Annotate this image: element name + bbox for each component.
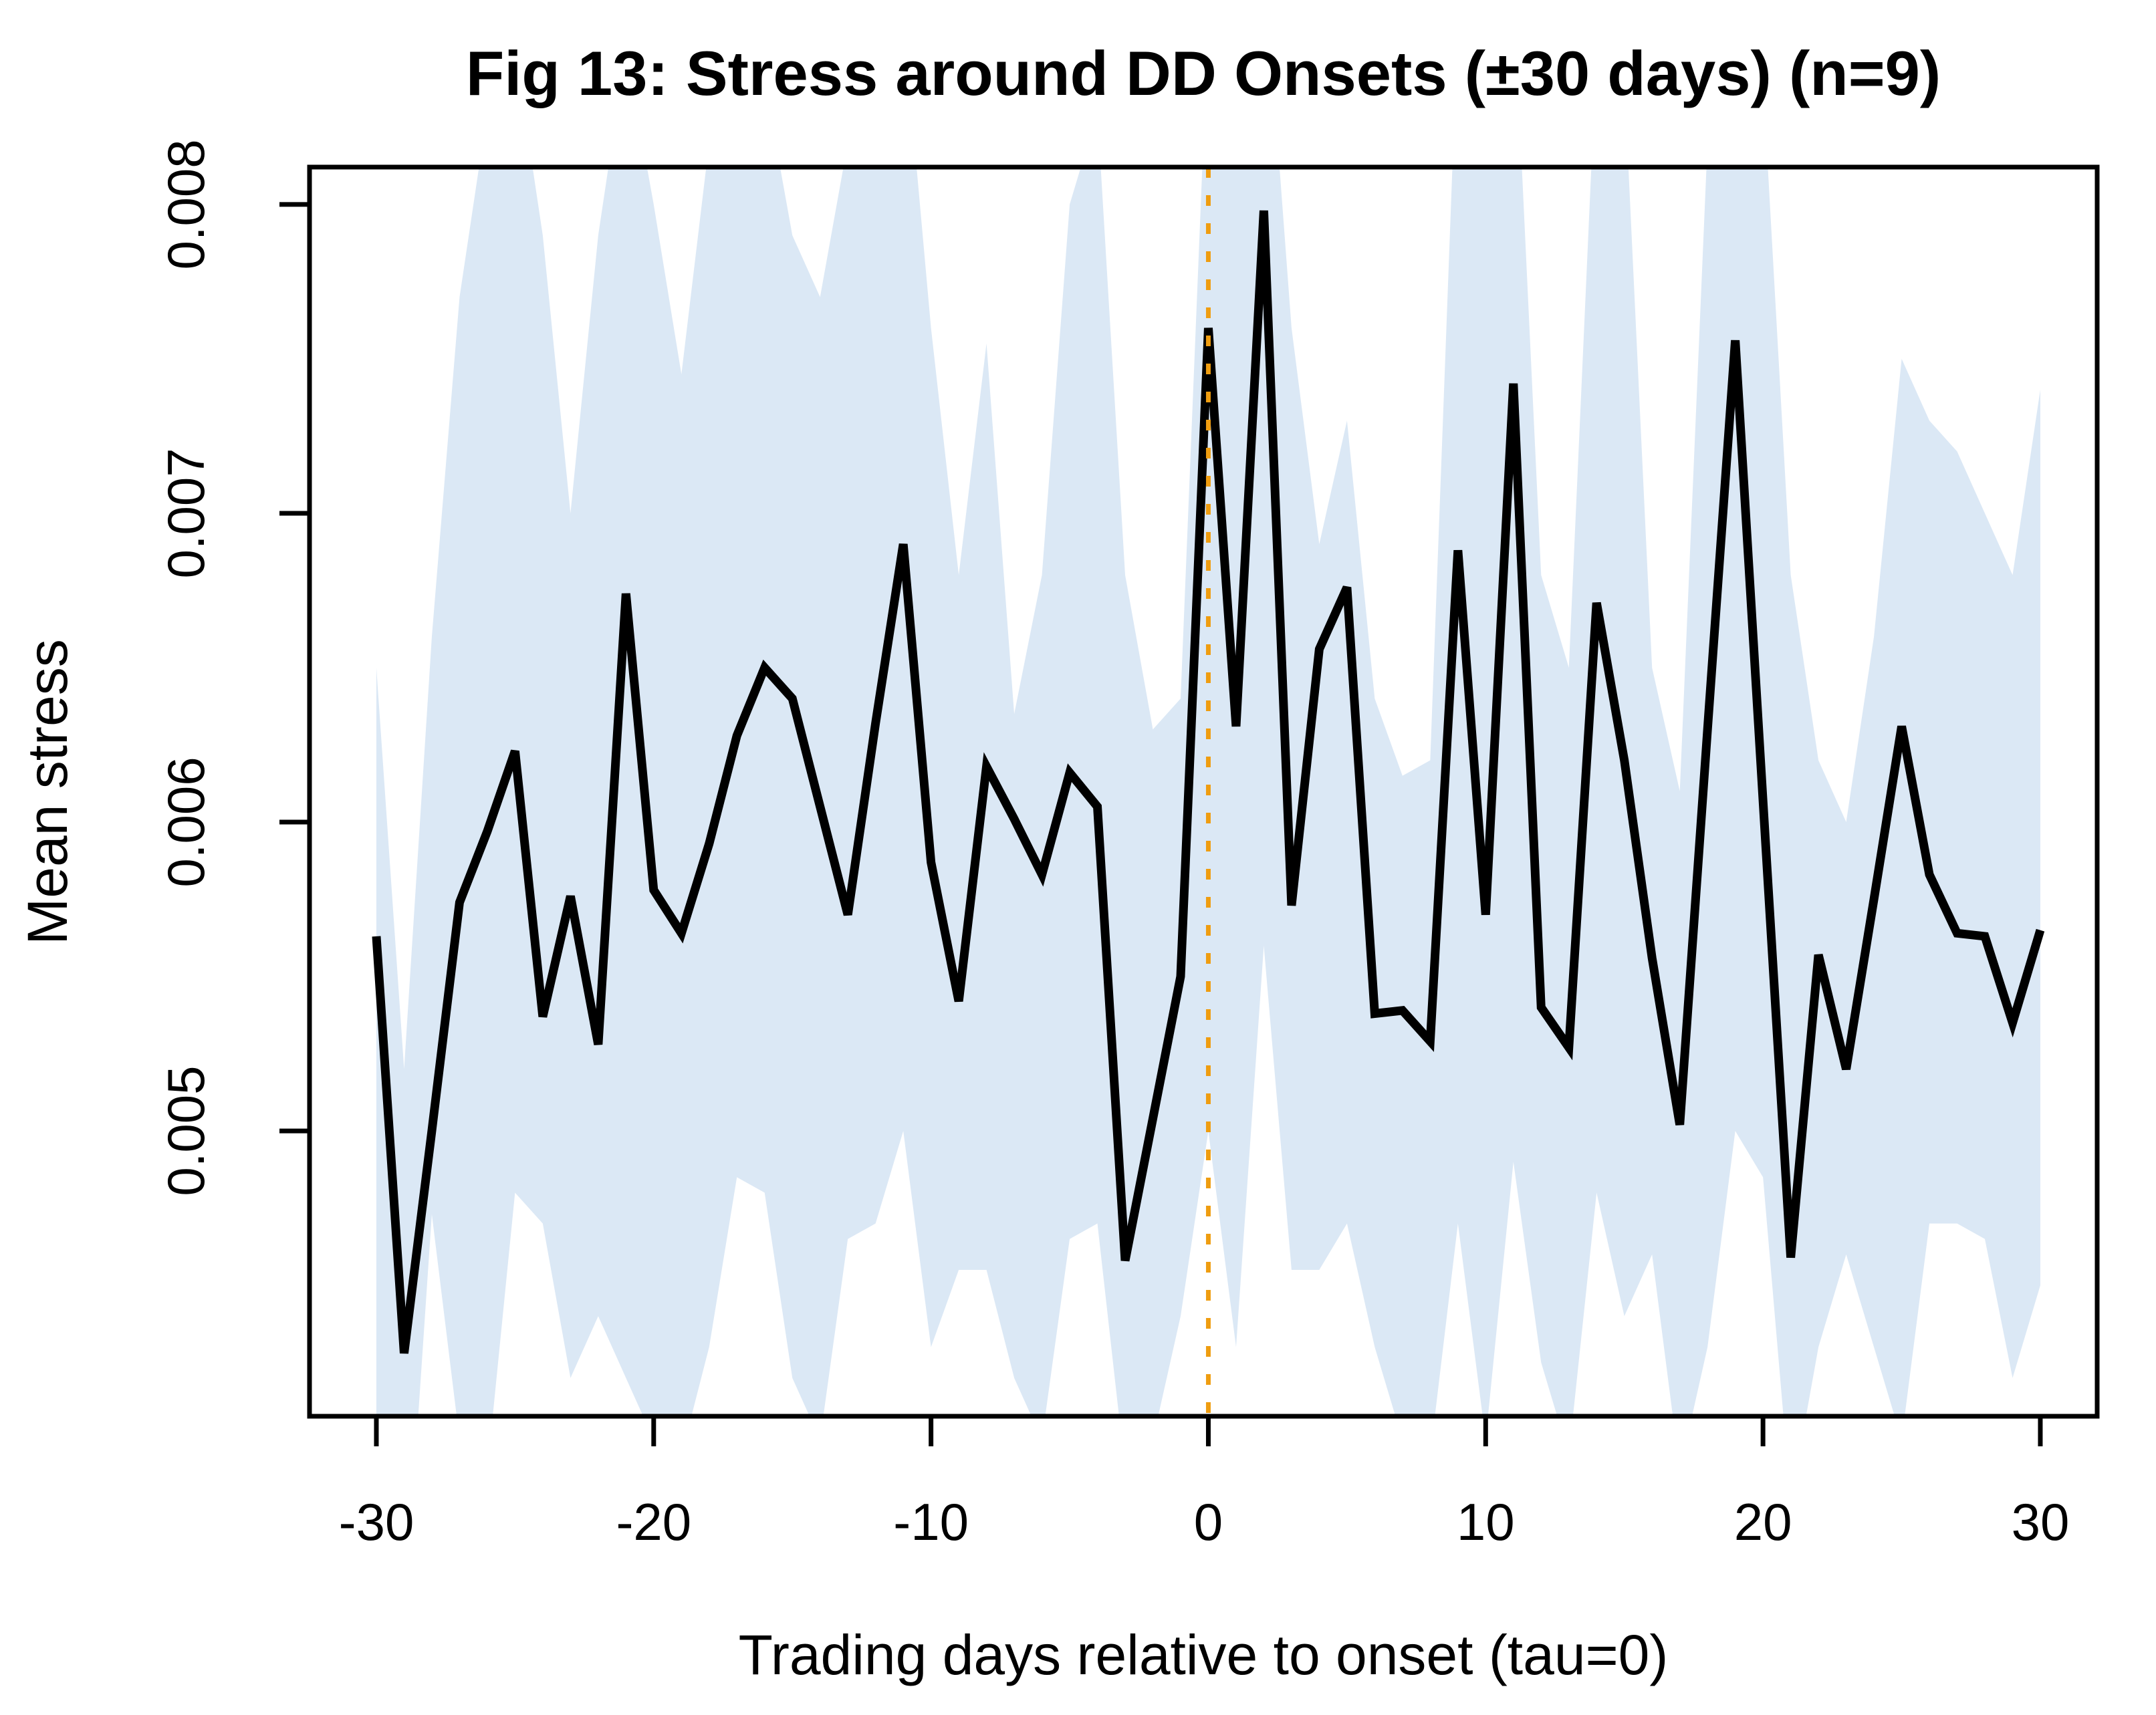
mean-line-layer xyxy=(372,210,2045,1354)
x-tick-label: 10 xyxy=(1457,1492,1515,1551)
y-tick-label: 0.006 xyxy=(156,757,215,887)
x-tick-label: 0 xyxy=(1194,1492,1223,1551)
y-tick-label: 0.007 xyxy=(156,448,215,578)
x-tick-label: -20 xyxy=(616,1492,691,1551)
y-tick-label: 0.005 xyxy=(156,1065,215,1196)
x-axis-label: Trading days relative to onset (tau=0) xyxy=(739,1623,1669,1686)
x-tick-label: -10 xyxy=(893,1492,969,1551)
plot-border xyxy=(307,164,2100,1419)
y-axis-label: Mean stress xyxy=(16,639,79,945)
x-tick-label: -30 xyxy=(339,1492,414,1551)
mean-line xyxy=(372,210,2045,1354)
x-tick-label: 20 xyxy=(1734,1492,1792,1551)
y-tick-label: 0.008 xyxy=(156,139,215,269)
x-tick-label: 30 xyxy=(2012,1492,2070,1551)
x-axis-ticks: -30 -20 -10 0 10 20 30 xyxy=(339,1416,2070,1551)
y-axis-ticks: 0.005 0.006 0.007 0.008 xyxy=(156,139,310,1196)
chart-title: Fig 13: Stress around DD Onsets (±30 day… xyxy=(466,38,1941,108)
